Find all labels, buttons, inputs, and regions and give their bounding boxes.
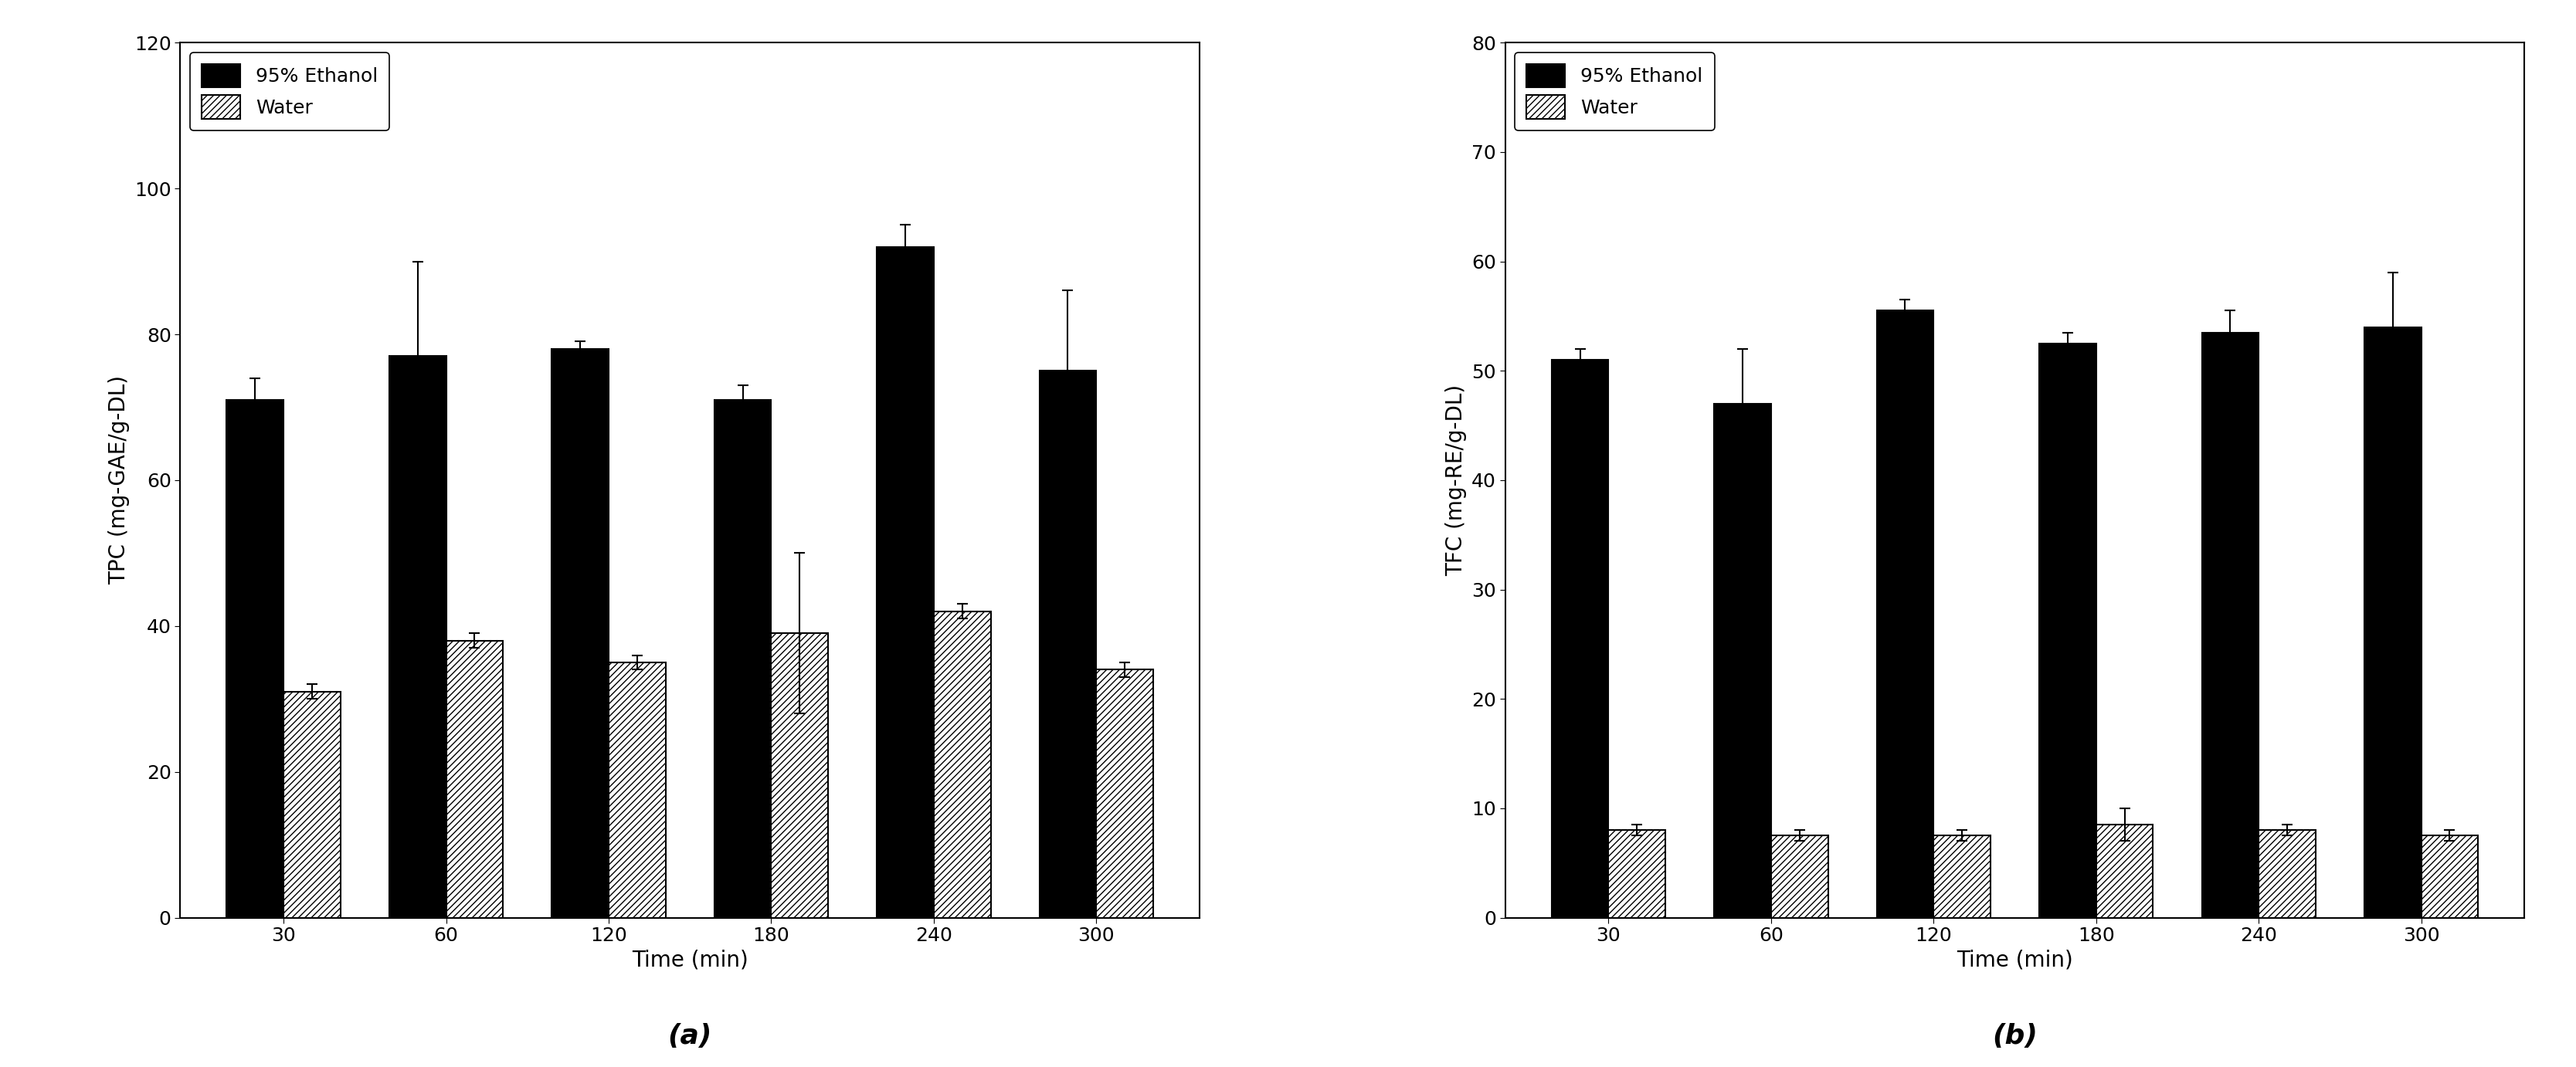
Legend: 95% Ethanol, Water: 95% Ethanol, Water: [1515, 52, 1716, 130]
Legend: 95% Ethanol, Water: 95% Ethanol, Water: [191, 52, 389, 130]
Bar: [2097, 825, 2154, 918]
Bar: [770, 634, 827, 918]
Bar: [1713, 403, 1772, 918]
Bar: [446, 640, 502, 918]
Bar: [2365, 327, 2421, 918]
Bar: [714, 400, 770, 918]
Bar: [551, 349, 608, 918]
Bar: [876, 246, 933, 918]
Bar: [2040, 344, 2097, 918]
Bar: [933, 611, 992, 918]
Bar: [1038, 371, 1097, 918]
Bar: [283, 691, 340, 918]
X-axis label: Time (min): Time (min): [1958, 950, 2074, 971]
Y-axis label: TPC (mg-GAE/g-DL): TPC (mg-GAE/g-DL): [108, 376, 129, 585]
Y-axis label: TFC (mg-RE/g-DL): TFC (mg-RE/g-DL): [1445, 384, 1468, 576]
Bar: [1551, 360, 1607, 918]
Bar: [1935, 835, 1991, 918]
Bar: [608, 663, 665, 918]
Bar: [1772, 835, 1829, 918]
X-axis label: Time (min): Time (min): [631, 950, 747, 971]
Bar: [2421, 835, 2478, 918]
Bar: [1878, 310, 1935, 918]
Bar: [1097, 670, 1154, 918]
Text: (b): (b): [1991, 1022, 2038, 1049]
Bar: [227, 400, 283, 918]
Bar: [389, 356, 446, 918]
Text: (a): (a): [667, 1022, 711, 1049]
Bar: [1607, 830, 1667, 918]
Bar: [2202, 333, 2259, 918]
Bar: [2259, 830, 2316, 918]
